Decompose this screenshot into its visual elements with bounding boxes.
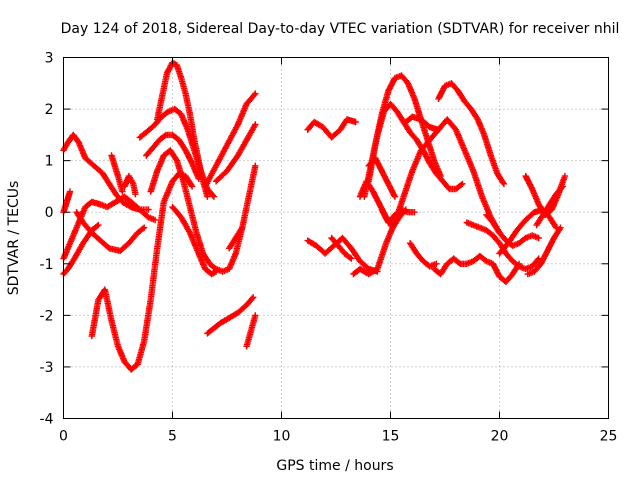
series-track-11 [154, 59, 211, 200]
series-track-29 [402, 113, 442, 133]
data-point-trail [435, 80, 508, 188]
chart-title: Day 124 of 2018, Sidereal Day-to-day VTE… [61, 21, 620, 37]
data-point-trail [243, 312, 259, 350]
series-track-05 [73, 209, 148, 255]
series-track-13 [169, 203, 220, 278]
series-track-08 [121, 172, 139, 198]
data-point-trail [202, 90, 259, 190]
series-track-17 [243, 312, 259, 350]
series-track-15 [212, 121, 259, 185]
data-point-trail [328, 234, 355, 262]
y-tick-label: -3 [40, 360, 54, 376]
ticks-layer: 0 5 10 15 20 25 -4 -3 -2 -1 0 1 2 3 [40, 51, 618, 445]
series-track-02 [60, 188, 74, 216]
data-point-trail [402, 113, 442, 133]
data-point-trail [60, 188, 74, 216]
y-tick-label: 1 [45, 154, 54, 170]
data-point-trail [406, 240, 440, 270]
data-point-trail [365, 154, 399, 200]
data-point-trail [143, 131, 202, 182]
series-track-30 [430, 252, 523, 285]
data-point-trail [73, 209, 148, 255]
series-track-27 [365, 154, 399, 200]
x-axis-title: GPS time / hours [276, 458, 393, 474]
series-track-01 [60, 131, 152, 213]
data-point-trail [154, 59, 211, 200]
data-point-trail [212, 121, 259, 185]
y-tick-label: -1 [40, 257, 54, 273]
series-track-37 [524, 224, 564, 278]
data-point-trail [226, 224, 246, 252]
series-track-26 [356, 178, 409, 231]
series-track-32 [463, 219, 542, 273]
data-point-trail [463, 219, 542, 273]
y-tick-label: 2 [45, 102, 54, 118]
series-track-20 [304, 234, 381, 275]
y-tick-label: 3 [45, 51, 54, 67]
x-tick-label: 0 [59, 429, 68, 445]
series-track-36 [533, 183, 566, 229]
y-axis-title: SDTVAR / TECUs [6, 181, 22, 296]
x-tick-label: 5 [168, 429, 177, 445]
x-tick-label: 15 [382, 429, 400, 445]
data-point-trail [304, 116, 359, 141]
series-track-21 [328, 234, 355, 262]
data-point-trail [169, 203, 220, 278]
series-track-06 [88, 170, 196, 373]
series-track-07 [108, 152, 126, 195]
series-track-16 [204, 294, 257, 337]
data-point-trail [533, 183, 566, 229]
data-point-trail [430, 252, 523, 285]
data-point-trail [88, 170, 196, 373]
series-track-31 [406, 240, 440, 270]
marks-layer [60, 59, 569, 373]
x-tick-label: 20 [491, 429, 509, 445]
series-track-10 [143, 131, 202, 182]
data-point-trail [121, 172, 139, 198]
y-tick-label: -2 [40, 308, 54, 324]
data-point-trail [304, 234, 381, 275]
y-tick-label: 0 [45, 205, 54, 221]
x-tick-label: 25 [600, 429, 618, 445]
series-track-18 [226, 224, 246, 252]
data-point-trail [361, 100, 466, 200]
series-track-24 [361, 100, 466, 200]
series-track-28 [435, 80, 508, 188]
y-tick-label: -4 [40, 412, 54, 428]
data-point-trail [108, 152, 126, 195]
series-track-19 [304, 116, 359, 141]
data-point-trail [524, 224, 564, 278]
data-point-trail [483, 211, 542, 249]
data-point-trail [60, 131, 152, 213]
series-track-14 [202, 90, 259, 190]
data-point-trail [356, 178, 409, 231]
data-point-trail [204, 294, 257, 337]
series-track-33 [483, 211, 542, 249]
grid-layer [63, 57, 609, 419]
x-tick-label: 10 [273, 429, 291, 445]
plot-frame [63, 57, 609, 419]
